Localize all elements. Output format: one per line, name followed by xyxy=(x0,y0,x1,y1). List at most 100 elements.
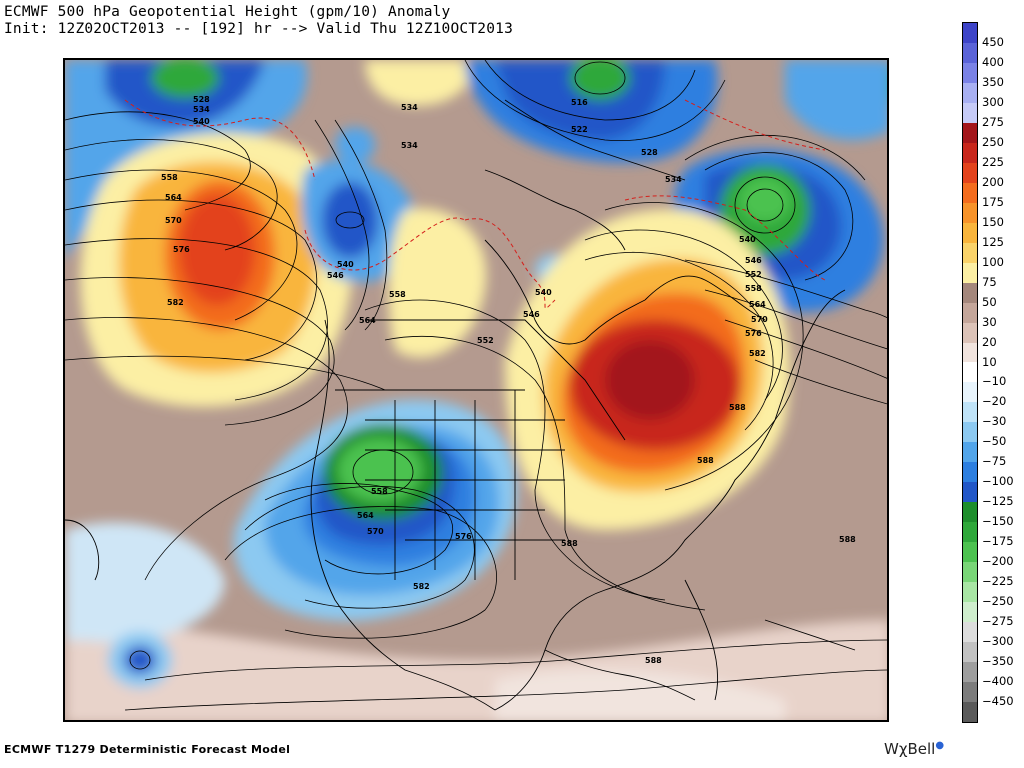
colorbar-segment xyxy=(963,502,977,523)
colorbar-label: 200 xyxy=(982,174,1004,189)
contour-label: 564 xyxy=(165,193,182,202)
colorbar-segment xyxy=(963,342,977,363)
colorbar-label: −250 xyxy=(982,594,1014,609)
contour-label: 588 xyxy=(729,403,746,412)
contour-label: 546 xyxy=(745,256,762,265)
contour-label: 534 xyxy=(665,175,682,184)
colorbar-label: 10 xyxy=(982,354,997,369)
contour-label: 540 xyxy=(337,260,354,269)
colorbar-segment xyxy=(963,642,977,662)
contour-label: 582 xyxy=(413,582,430,591)
contour-label: 588 xyxy=(645,656,662,665)
colorbar-label: −125 xyxy=(982,494,1014,509)
colorbar-segment xyxy=(963,662,977,682)
colorbar-label: 275 xyxy=(982,114,1004,129)
contour-label: 582 xyxy=(167,298,184,307)
colorbar-label: 300 xyxy=(982,94,1004,109)
contour-label: 558 xyxy=(371,487,388,496)
colorbar-segment xyxy=(963,582,977,603)
contour-label: 534 xyxy=(401,103,418,112)
540-dm-contour xyxy=(124,99,826,309)
colorbar-segment xyxy=(963,182,977,203)
contour-labels: 528 534 540 534 516 522 528 534 558 564 … xyxy=(161,95,856,665)
title-line-2: Init: 12Z02OCT2013 -- [192] hr --> Valid… xyxy=(4,21,513,37)
contour-label: 552 xyxy=(745,270,762,279)
contour-label: 570 xyxy=(367,527,384,536)
colorbar-label: 20 xyxy=(982,334,997,349)
anomaly-map: 528 534 540 534 516 522 528 534 558 564 … xyxy=(63,58,889,722)
contour-label: 564 xyxy=(357,511,374,520)
contour-label: 558 xyxy=(161,173,178,182)
contour-label: 576 xyxy=(745,329,762,338)
colorbar-label: 350 xyxy=(982,74,1004,89)
contour-label: 558 xyxy=(745,284,762,293)
colorbar-segment xyxy=(963,462,977,483)
contour-label: 552 xyxy=(477,336,494,345)
colorbar-labels: 450 400 350 300 275 250 225 200 175 150 125 100 75 50… xyxy=(982,22,1024,723)
colorbar-segment xyxy=(963,542,977,563)
coastlines xyxy=(65,99,856,711)
colorbar-label: −300 xyxy=(982,634,1014,649)
colorbar-label: −450 xyxy=(982,694,1014,709)
colorbar-segment xyxy=(963,162,977,183)
colorbar-segment xyxy=(963,442,977,463)
colorbar-segment xyxy=(963,262,977,283)
colorbar-segment xyxy=(963,382,977,403)
title-line-1: ECMWF 500 hPa Geopotential Height (gpm/1… xyxy=(4,4,451,20)
colorbar-segment xyxy=(963,602,977,623)
colorbar-segment xyxy=(963,402,977,423)
colorbar-label: 75 xyxy=(982,274,997,289)
contour-label: 516 xyxy=(571,98,588,107)
colorbar-segment xyxy=(963,302,977,323)
colorbar-segment xyxy=(963,122,977,143)
contour-label: 564 xyxy=(359,316,376,325)
contour-label: 534 xyxy=(193,105,210,114)
colorbar-segment xyxy=(963,102,977,123)
height-contours xyxy=(65,60,887,711)
colorbar-segment xyxy=(963,681,977,702)
colorbar-label: −275 xyxy=(982,614,1014,629)
colorbar-label: 175 xyxy=(982,194,1004,209)
colorbar-segment xyxy=(963,142,977,163)
model-caption: ECMWF T1279 Deterministic Forecast Model xyxy=(4,743,291,756)
contour-label: 588 xyxy=(839,535,856,544)
contour-label: 570 xyxy=(165,216,182,225)
colorbar-label: 150 xyxy=(982,214,1004,229)
colorbar-label: 450 xyxy=(982,34,1004,49)
contour-label: 540 xyxy=(193,117,210,126)
colorbar-segment xyxy=(963,242,977,263)
colorbar-label: 225 xyxy=(982,154,1004,169)
contour-label: 540 xyxy=(535,288,552,297)
colorbar-segment xyxy=(963,202,977,223)
colorbar-label: −200 xyxy=(982,554,1014,569)
colorbar-label: −75 xyxy=(982,454,1007,469)
colorbar-label: −150 xyxy=(982,514,1014,529)
contour-label: 588 xyxy=(697,456,714,465)
colorbar-label: −100 xyxy=(982,474,1014,489)
colorbar-segment xyxy=(963,322,977,343)
colorbar-label: −400 xyxy=(982,674,1014,689)
contour-label: 576 xyxy=(455,532,472,541)
contour-label: 546 xyxy=(327,271,344,280)
contour-label: 564 xyxy=(749,300,766,309)
map-canvas: 528 534 540 534 516 522 528 534 558 564 … xyxy=(65,60,887,720)
colorbar-segment xyxy=(963,422,977,443)
contour-label: 534 xyxy=(401,141,418,150)
anomaly-colorbar xyxy=(962,22,978,723)
contour-label: 546 xyxy=(523,310,540,319)
colorbar-label: 50 xyxy=(982,294,997,309)
colorbar-label: 250 xyxy=(982,134,1004,149)
colorbar-label: −10 xyxy=(982,374,1007,389)
colorbar-label: −175 xyxy=(982,534,1014,549)
contour-label: 570 xyxy=(751,315,768,324)
contour-label: 540 xyxy=(739,235,756,244)
colorbar-segment xyxy=(963,42,977,63)
colorbar-label: −350 xyxy=(982,654,1014,669)
colorbar-label: 400 xyxy=(982,54,1004,69)
contour-label: 582 xyxy=(749,349,766,358)
contour-label: 576 xyxy=(173,245,190,254)
contour-label: 528 xyxy=(641,148,658,157)
colorbar-segment xyxy=(963,222,977,243)
colorbar-segment xyxy=(963,23,977,43)
colorbar-segment xyxy=(963,482,977,503)
